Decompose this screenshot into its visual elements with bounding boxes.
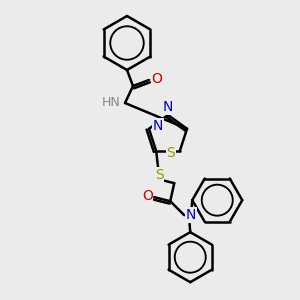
Text: O: O: [152, 72, 162, 86]
Text: N: N: [153, 119, 163, 133]
Text: S: S: [155, 168, 164, 182]
Text: S: S: [167, 146, 175, 160]
Text: N: N: [186, 208, 196, 222]
Text: N: N: [163, 100, 173, 114]
Text: O: O: [142, 189, 153, 203]
Text: HN: HN: [102, 95, 120, 109]
